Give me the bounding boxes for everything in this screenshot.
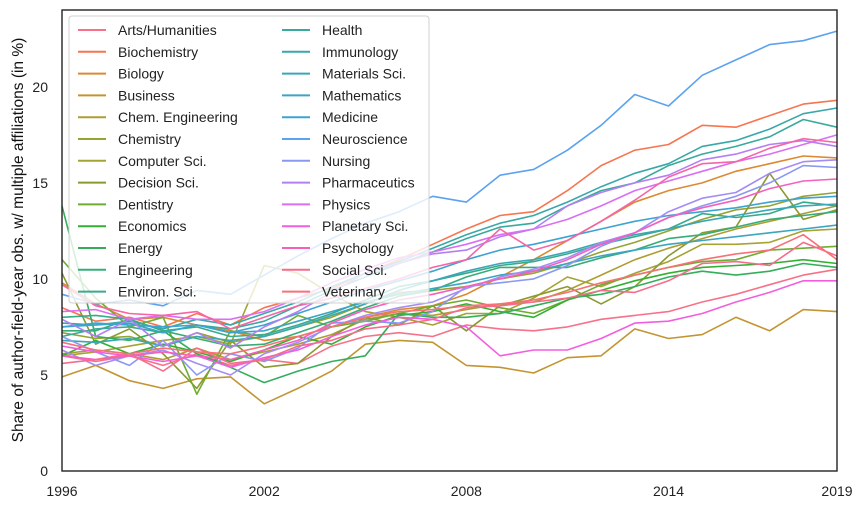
x-tick-label: 2014 <box>653 483 684 499</box>
y-tick-label: 20 <box>32 79 48 95</box>
series-line-veterinary <box>61 233 838 355</box>
series-line-biochemistry <box>61 99 838 328</box>
legend-label: Mathematics <box>322 87 401 103</box>
y-axis: 0 5 10 15 20 <box>32 79 48 479</box>
legend-label: Business <box>118 87 175 103</box>
series-line-nursing2 <box>61 159 838 376</box>
y-tick-label: 15 <box>32 175 48 191</box>
legend-label: Nursing <box>322 153 370 169</box>
legend-label: Chemistry <box>118 131 181 147</box>
series-line-nursing <box>61 164 838 376</box>
x-tick-label: 2008 <box>451 483 482 499</box>
legend-box <box>68 15 430 304</box>
series-line-mathematics <box>61 224 838 334</box>
y-tick-label: 5 <box>40 367 48 383</box>
legend-label: Engineering <box>118 262 193 278</box>
x-tick-label: 2019 <box>821 483 852 499</box>
y-tick-label: 10 <box>32 271 48 287</box>
legend: Arts/Humanities Biochemistry Biology Busine… <box>68 15 430 304</box>
series-line-planetary-sci- <box>61 279 837 369</box>
series-line-medicine <box>61 195 838 334</box>
series-line-dentistry <box>61 245 838 396</box>
legend-label: Energy <box>118 240 162 256</box>
legend-label: Dentistry <box>118 196 173 212</box>
legend-label: Arts/Humanities <box>118 22 217 38</box>
series-line-pharmaceutics <box>61 139 838 349</box>
legend-label: Psychology <box>322 240 394 256</box>
legend-label: Computer Sci. <box>118 153 207 169</box>
legend-label: Decision Sci. <box>118 175 199 191</box>
legend-label: Neuroscience <box>322 131 408 147</box>
legend-label: Environ. Sci. <box>118 284 197 300</box>
series-line-materials-sci- <box>61 203 838 347</box>
legend-label: Chem. Engineering <box>118 109 238 125</box>
series-line-environ-sci- <box>61 201 838 338</box>
x-tick-label: 2002 <box>249 483 280 499</box>
x-tick-label: 1996 <box>46 483 77 499</box>
legend-label: Health <box>322 22 362 38</box>
legend-label: Pharmaceutics <box>322 175 415 191</box>
legend-label: Veterinary <box>322 284 385 300</box>
legend-label: Social Sci. <box>322 262 387 278</box>
legend-label: Planetary Sci. <box>322 218 408 234</box>
legend-label: Physics <box>322 196 370 212</box>
x-axis: 1996 2002 2008 2014 2019 <box>46 483 852 499</box>
series-line-psychology2 <box>61 137 838 330</box>
series-line-physics <box>61 134 838 321</box>
series-line-energy <box>61 205 838 384</box>
series-lines <box>61 30 838 405</box>
legend-label: Economics <box>118 218 186 234</box>
y-tick-label: 0 <box>40 463 48 479</box>
legend-label: Biology <box>118 66 164 82</box>
series-line-engineering <box>62 210 838 347</box>
series-line-psychology <box>61 178 838 361</box>
plot-frame <box>61 9 838 472</box>
legend-label: Materials Sci. <box>322 66 406 82</box>
legend-label: Medicine <box>322 109 378 125</box>
legend-label: Biochemistry <box>118 44 198 60</box>
series-line-immunology <box>61 107 838 330</box>
y-axis-label: Share of author-field-year obs. w/ multi… <box>10 38 27 443</box>
legend-label: Immunology <box>322 44 398 60</box>
